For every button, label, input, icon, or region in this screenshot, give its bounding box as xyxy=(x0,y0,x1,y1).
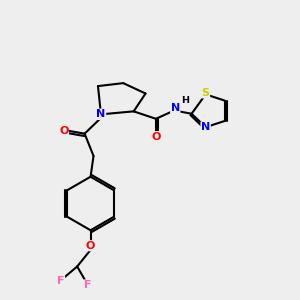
Text: F: F xyxy=(84,280,91,290)
Text: F: F xyxy=(57,276,64,286)
Text: S: S xyxy=(202,88,210,98)
Text: N: N xyxy=(201,122,210,132)
Text: N: N xyxy=(171,103,180,113)
Text: N: N xyxy=(96,109,106,119)
Text: N: N xyxy=(96,109,106,119)
Text: H: H xyxy=(181,97,189,106)
Text: O: O xyxy=(151,132,160,142)
Text: O: O xyxy=(86,241,95,251)
Text: O: O xyxy=(59,126,68,136)
